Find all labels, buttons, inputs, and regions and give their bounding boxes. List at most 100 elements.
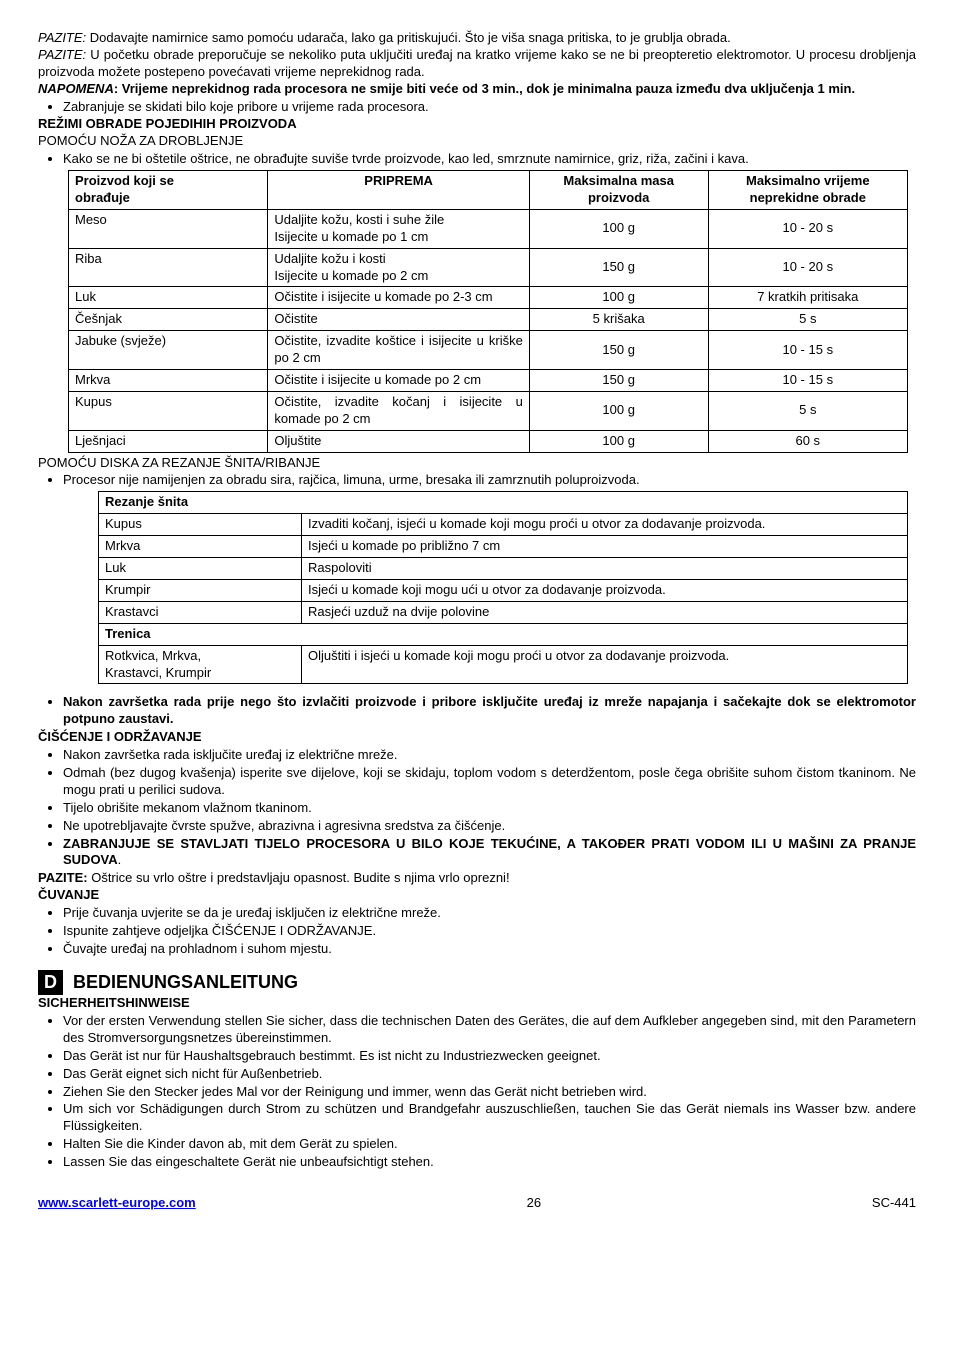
bullet-list-5: Nakon završetka rada isključite uređaj i… [53, 747, 916, 869]
bullet-list-de: Vor der ersten Verwendung stellen Sie si… [53, 1013, 916, 1171]
th2: PRIPREMA [268, 171, 529, 210]
list-item: ZABRANJUJE SE STAVLJATI TIJELO PROCESORA… [63, 836, 916, 870]
cell: Rotkvica, Mrkva,Krastavci, Krumpir [99, 645, 302, 684]
cell: 5 s [708, 309, 907, 331]
bullet-list-1: Zabranjuje se skidati bilo koje pribore … [53, 99, 916, 116]
table-header-row: Proizvod koji seobrađuje PRIPREMA Maksim… [69, 171, 908, 210]
list-item: Um sich vor Schädigungen durch Strom zu … [63, 1101, 916, 1135]
table-row: Rezanje šnita [99, 492, 908, 514]
list-item: Ziehen Sie den Stecker jedes Mal vor der… [63, 1084, 916, 1101]
cell: Očistite [268, 309, 529, 331]
list-item: Zabranjuje se skidati bilo koje pribore … [63, 99, 916, 116]
footer: www.scarlett-europe.com 26 SC-441 [38, 1195, 916, 1212]
list-item: Procesor nije namijenjen za obradu sira,… [63, 472, 916, 489]
cell: 10 - 20 s [708, 248, 907, 287]
section-title-de: BEDIENUNGSANLEITUNG [73, 971, 298, 994]
lang-badge-d: D [38, 970, 63, 995]
cell: Oljuštite [268, 430, 529, 452]
heading-rezimi: REŽIMI OBRADE POJEDIHIH PROIZVODA [38, 116, 916, 133]
list-item: Lassen Sie das eingeschaltete Gerät nie … [63, 1154, 916, 1171]
table-row: Trenica [99, 623, 908, 645]
table-row: LukOčistite i isijecite u komade po 2-3 … [69, 287, 908, 309]
cell: 10 - 15 s [708, 370, 907, 392]
heading-cuvanje: ČUVANJE [38, 887, 916, 904]
cell: 100 g [529, 287, 708, 309]
cell: Krumpir [99, 579, 302, 601]
heading-pomocu-noza: POMOĆU NOŽA ZA DROBLJENJE [38, 133, 916, 150]
cell: Luk [69, 287, 268, 309]
bullet-list-4: Nakon završetka rada prije nego što izvl… [53, 694, 916, 728]
cell: Češnjak [69, 309, 268, 331]
cell: 10 - 15 s [708, 331, 907, 370]
p3: NAPOMENA: Vrijeme neprekidnog rada proce… [38, 81, 916, 98]
table-row: ČešnjakOčistite5 krišaka5 s [69, 309, 908, 331]
list-item: Vor der ersten Verwendung stellen Sie si… [63, 1013, 916, 1047]
heading-pomocu-diska: POMOĆU DISKA ZA REZANJE ŠNITA/RIBANJE [38, 455, 916, 472]
cell: Očistite, izvadite kočanj i isijecite u … [268, 391, 529, 430]
cell: Luk [99, 558, 302, 580]
table-row: Jabuke (svježe)Očistite, izvadite koštic… [69, 331, 908, 370]
cell: 100 g [529, 209, 708, 248]
cell: 5 s [708, 391, 907, 430]
cell: Oljuštiti i isjeći u komade koji mogu pr… [302, 645, 908, 684]
bullet-list-2: Kako se ne bi oštetile oštrice, ne obrađ… [53, 151, 916, 168]
p2: PAZITE: U početku obrade preporučuje se … [38, 47, 916, 81]
p-pazite: PAZITE: Oštrice su vrlo oštre i predstav… [38, 870, 916, 887]
cell: Izvaditi kočanj, isjeći u komade koji mo… [302, 514, 908, 536]
cell: 7 kratkih pritisaka [708, 287, 907, 309]
cell: 60 s [708, 430, 907, 452]
p1-text: Dodavajte namirnice samo pomoću udarača,… [86, 30, 731, 45]
cell: Kupus [99, 514, 302, 536]
table-row: MrkvaOčistite i isijecite u komade po 2 … [69, 370, 908, 392]
cell: 150 g [529, 248, 708, 287]
cell: Očistite, izvadite koštice i isijecite u… [268, 331, 529, 370]
th1: Proizvod koji seobrađuje [69, 171, 268, 210]
cell: 150 g [529, 331, 708, 370]
cell: 150 g [529, 370, 708, 392]
cell: Udaljite kožu, kosti i suhe žileIsijecit… [268, 209, 529, 248]
list-item: Prije čuvanja uvjerite se da je uređaj i… [63, 905, 916, 922]
table-row: KupusIzvaditi kočanj, isjeći u komade ko… [99, 514, 908, 536]
table-row: RibaUdaljite kožu i kostiIsijecite u kom… [69, 248, 908, 287]
p2-label: PAZITE: [38, 47, 86, 62]
list-item: Nakon završetka rada isključite uređaj i… [63, 747, 916, 764]
list-item: Ispunite zahtjeve odjeljka ČIŠĆENJE I OD… [63, 923, 916, 940]
bullet-list-6: Prije čuvanja uvjerite se da je uređaj i… [53, 905, 916, 958]
list-item: Tijelo obrišite mekanom vlažnom tkaninom… [63, 800, 916, 817]
footer-page: 26 [527, 1195, 541, 1212]
cell-header: Rezanje šnita [99, 492, 908, 514]
list-item: Das Gerät ist nur für Haushaltsgebrauch … [63, 1048, 916, 1065]
cell-header: Trenica [99, 623, 908, 645]
table-row: LukRaspoloviti [99, 558, 908, 580]
heading-ciscenje: ČIŠĆENJE I ODRŽAVANJE [38, 729, 916, 746]
cell: Raspoloviti [302, 558, 908, 580]
cell: Očistite i isijecite u komade po 2-3 cm [268, 287, 529, 309]
cell: Udaljite kožu i kostiIsijecite u komade … [268, 248, 529, 287]
cell: Mrkva [69, 370, 268, 392]
p1: PAZITE: Dodavajte namirnice samo pomoću … [38, 30, 916, 47]
table-row: LješnjaciOljuštite100 g60 s [69, 430, 908, 452]
cell: 100 g [529, 430, 708, 452]
cell: Očistite i isijecite u komade po 2 cm [268, 370, 529, 392]
table-row: KrumpirIsjeći u komade koji mogu ući u o… [99, 579, 908, 601]
table-row: KrastavciRasjeći uzduž na dvije polovine [99, 601, 908, 623]
p3-text: : Vrijeme neprekidnog rada procesora ne … [114, 81, 855, 96]
list-item: Ne upotrebljavajte čvrste spužve, abrazi… [63, 818, 916, 835]
table-row: Rotkvica, Mrkva,Krastavci, KrumpirOljušt… [99, 645, 908, 684]
table-row: MesoUdaljite kožu, kosti i suhe žileIsij… [69, 209, 908, 248]
cell: Mrkva [99, 536, 302, 558]
th3: Maksimalna masaproizvoda [529, 171, 708, 210]
bullet-list-3: Procesor nije namijenjen za obradu sira,… [53, 472, 916, 489]
th4: Maksimalno vrijemeneprekidne obrade [708, 171, 907, 210]
heading-sicherheit: SICHERHEITSHINWEISE [38, 995, 916, 1012]
list-item: Halten Sie die Kinder davon ab, mit dem … [63, 1136, 916, 1153]
cell: 10 - 20 s [708, 209, 907, 248]
cell: Isjeći u komade po približno 7 cm [302, 536, 908, 558]
table-row: KupusOčistite, izvadite kočanj i isijeci… [69, 391, 908, 430]
table-2: Rezanje šnita KupusIzvaditi kočanj, isje… [98, 491, 908, 684]
footer-url[interactable]: www.scarlett-europe.com [38, 1195, 196, 1212]
table-row: MrkvaIsjeći u komade po približno 7 cm [99, 536, 908, 558]
cell: Lješnjaci [69, 430, 268, 452]
list-item: Nakon završetka rada prije nego što izvl… [63, 694, 916, 728]
table-1: Proizvod koji seobrađuje PRIPREMA Maksim… [68, 170, 908, 452]
